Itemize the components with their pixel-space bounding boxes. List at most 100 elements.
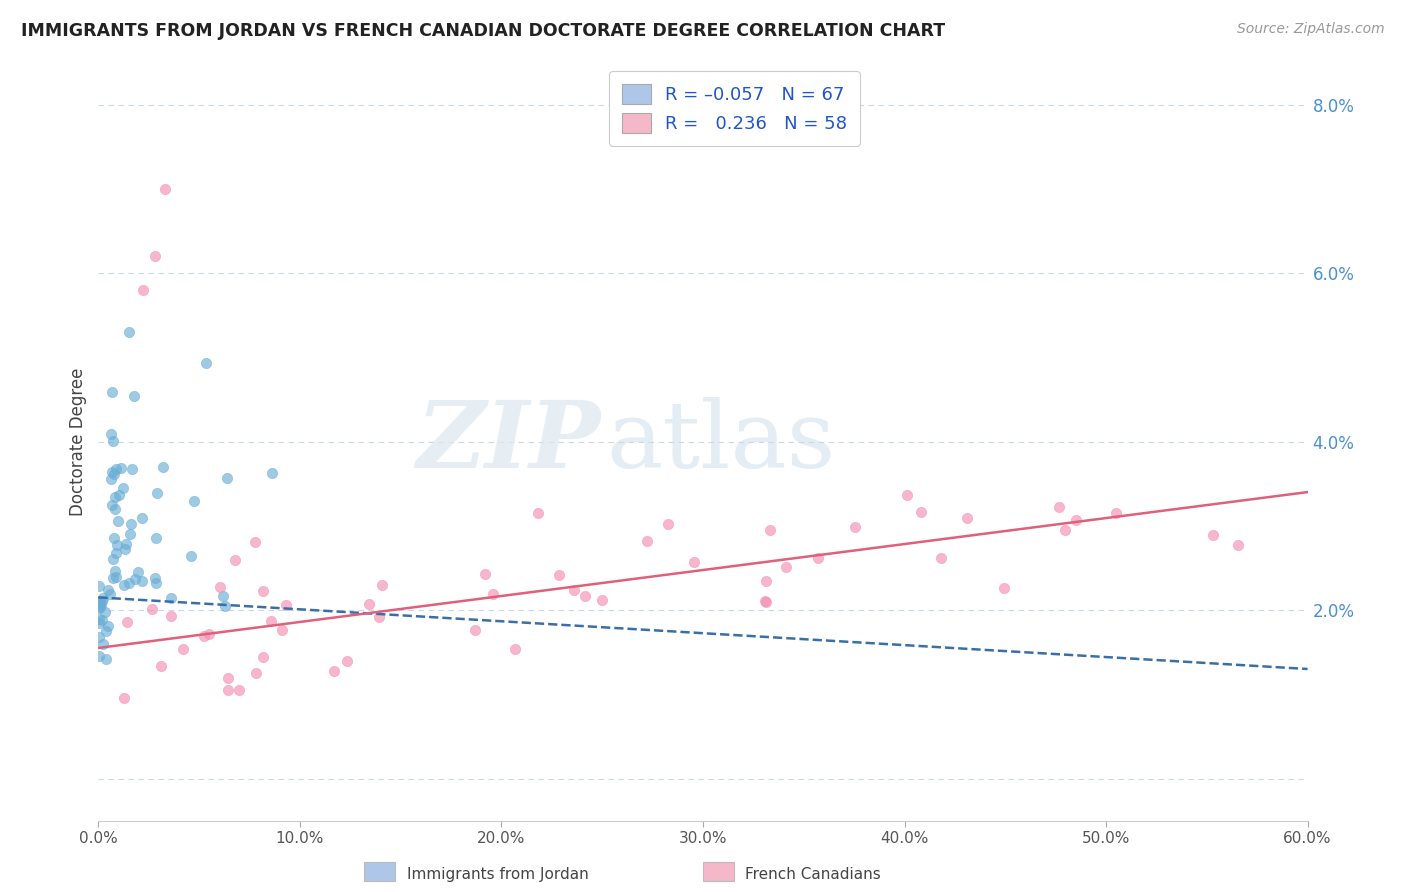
Point [100,426,122,441]
Point [98,587,121,601]
Point [910,505,932,519]
Point [357,597,380,611]
Point [103,467,125,482]
Point [245,665,267,680]
Point [89,594,111,608]
Point [896,488,918,502]
Text: Source: ZipAtlas.com: Source: ZipAtlas.com [1237,22,1385,37]
Point [183,493,205,508]
Point [180,549,202,563]
Point [956,510,979,524]
Point [89,579,111,593]
Point [160,591,183,606]
Point [224,553,246,567]
Point [101,434,124,448]
Point [755,574,778,589]
Point [91,613,114,627]
Point [143,249,166,263]
Point [118,527,141,541]
Point [683,555,706,569]
Point [195,356,218,370]
Point [145,531,167,545]
Point [474,566,496,581]
Point [754,594,776,608]
Point [118,325,141,339]
Text: ZIP: ZIP [416,397,600,486]
Point [754,594,776,608]
Point [104,490,127,504]
Point [636,533,658,548]
Point [143,571,166,585]
Point [367,610,389,624]
Point [94,624,117,639]
Point [562,582,585,597]
Point [1053,523,1076,537]
Point [172,642,194,657]
Point [89,612,111,626]
Point [228,683,250,698]
Point [105,538,128,552]
Point [759,523,782,537]
Point [193,629,215,643]
Point [371,577,394,591]
Text: French Canadians: French Canadians [745,867,882,881]
Point [112,577,135,591]
Point [89,616,111,631]
Point [574,589,596,603]
Point [103,531,125,545]
Point [152,459,174,474]
Point [336,654,359,668]
Point [101,571,124,585]
Point [548,568,571,582]
Point [110,460,132,475]
Point [145,576,167,591]
Point [149,659,172,673]
Point [122,390,145,404]
Point [89,649,111,664]
Point [124,572,146,586]
Point [103,552,125,566]
Point [252,584,274,599]
Point [141,602,163,616]
Point [993,581,1015,595]
Text: atlas: atlas [606,397,835,486]
Point [1105,506,1128,520]
Point [260,466,283,480]
Point [105,545,128,559]
Point [145,486,167,500]
Point [1047,500,1070,514]
Point [97,618,120,632]
Point [217,682,239,697]
Point [1202,528,1225,542]
Text: IMMIGRANTS FROM JORDAN VS FRENCH CANADIAN DOCTORATE DEGREE CORRELATION CHART: IMMIGRANTS FROM JORDAN VS FRENCH CANADIA… [21,22,945,40]
Point [217,471,239,485]
Point [120,517,142,532]
Point [89,630,111,644]
Point [243,535,266,549]
Point [131,574,153,589]
Point [214,599,236,614]
Point [107,514,129,528]
Y-axis label: Doctorate Degree: Doctorate Degree [69,368,87,516]
Point [211,589,233,603]
Point [271,623,294,637]
Point [591,592,613,607]
Point [1064,513,1087,527]
Point [89,596,111,610]
Point [464,624,486,638]
Point [217,671,239,685]
Point [101,385,124,400]
Point [115,536,138,550]
Point [90,593,112,607]
Point [127,565,149,579]
Point [153,182,176,196]
Point [657,516,679,531]
Legend: R = –0.057   N = 67, R =   0.236   N = 58: R = –0.057 N = 67, R = 0.236 N = 58 [609,71,860,145]
Point [105,462,128,476]
Point [132,283,155,297]
Point [323,664,346,678]
Point [111,481,134,495]
Point [209,580,232,594]
Point [121,461,143,475]
Point [91,637,114,651]
